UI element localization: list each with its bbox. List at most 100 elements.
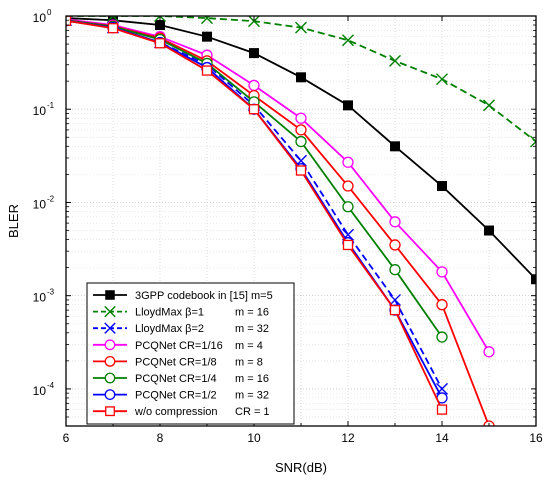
legend-item: PCQNet CR=1/8 m = 8 xyxy=(93,355,263,368)
data-point xyxy=(155,20,165,31)
legend-marker xyxy=(104,355,116,367)
legend-param: m = 4 xyxy=(235,340,263,352)
data-point xyxy=(436,299,448,311)
legend-marker xyxy=(105,290,115,300)
data-point xyxy=(295,21,307,34)
data-point xyxy=(202,31,212,42)
data-point xyxy=(295,124,307,136)
legend-item: LloydMax β=1 m = 16 xyxy=(93,305,269,319)
y-tick-exponent: -1 xyxy=(47,101,55,110)
y-tick-exponent: -2 xyxy=(47,194,55,203)
y-tick-exponent: -4 xyxy=(47,381,55,390)
data-point xyxy=(483,346,495,358)
data-point xyxy=(342,156,354,168)
data-point xyxy=(154,16,166,22)
y-tick-exponent: 0 xyxy=(47,8,52,17)
data-point xyxy=(436,404,448,415)
data-point xyxy=(295,112,307,124)
data-point xyxy=(530,135,536,148)
legend-param: m = 8 xyxy=(235,356,263,368)
data-point xyxy=(390,141,400,152)
legend-label: PCQNet CR=1/4 xyxy=(135,373,217,385)
x-tick-label: 14 xyxy=(435,431,449,445)
legend-param: CR = 1 xyxy=(235,406,270,418)
series-layer xyxy=(66,16,536,426)
y-tick-label: 10 xyxy=(33,197,47,211)
data-point xyxy=(437,181,447,192)
y-tick-label: 10 xyxy=(33,384,47,398)
legend-item: PCQNet CR=1/2 m = 32 xyxy=(93,389,269,402)
series-1 xyxy=(66,16,536,148)
y-tick-label: 10 xyxy=(33,104,47,118)
legend-marker xyxy=(104,389,116,401)
legend-marker xyxy=(104,322,116,334)
data-point xyxy=(436,266,448,278)
data-point xyxy=(248,16,260,28)
legend-box xyxy=(86,282,295,425)
data-point xyxy=(436,73,448,86)
series-line xyxy=(66,19,490,426)
data-point xyxy=(389,239,401,251)
legend-label: LloydMax β=1 xyxy=(135,307,204,319)
legend-label: PCQNet CR=1/8 xyxy=(135,356,217,368)
data-point xyxy=(389,216,401,228)
data-point xyxy=(248,79,260,92)
data-point xyxy=(389,54,401,67)
legend-param: m = 32 xyxy=(235,390,269,402)
series-line xyxy=(66,18,490,353)
y-tick-label: 10 xyxy=(33,11,47,25)
data-point xyxy=(201,65,213,76)
data-point xyxy=(343,100,353,111)
y-tick-exponent: -3 xyxy=(47,288,55,297)
legend-item: PCQNet CR=1/16 m = 4 xyxy=(93,339,263,352)
x-tick-label: 12 xyxy=(341,431,355,445)
legend-label: w/o compression xyxy=(134,406,218,418)
data-point xyxy=(342,34,354,47)
x-tick-label: 6 xyxy=(63,431,70,445)
data-point xyxy=(248,104,260,115)
legend-param: m = 16 xyxy=(235,307,269,319)
x-tick-label: 8 xyxy=(157,431,164,445)
data-point xyxy=(342,201,354,213)
data-point xyxy=(249,48,259,59)
legend-item: 3GPP codebook in [15] m=5 xyxy=(93,290,273,302)
data-point xyxy=(66,16,72,26)
legend-label: 3GPP codebook in [15] m=5 xyxy=(135,290,273,302)
x-axis-title: SNR(dB) xyxy=(275,460,327,475)
legend: 3GPP codebook in [15] m=5 LloydMax β=1 m =… xyxy=(86,282,295,425)
y-axis-title: BLER xyxy=(6,204,21,238)
data-point xyxy=(201,16,213,25)
data-point xyxy=(342,239,354,251)
series-7 xyxy=(66,16,448,415)
data-point xyxy=(107,16,119,22)
data-point xyxy=(295,165,307,176)
legend-item: PCQNet CR=1/4 m = 16 xyxy=(93,372,269,385)
legend-label: LloydMax β=2 xyxy=(135,323,204,335)
legend-label: PCQNet CR=1/16 xyxy=(135,340,223,352)
data-point xyxy=(107,23,119,34)
legend-marker xyxy=(105,406,115,417)
data-point xyxy=(484,225,494,236)
y-tick-label: 10 xyxy=(33,291,47,305)
data-point xyxy=(483,99,495,112)
x-tick-label: 16 xyxy=(529,431,543,445)
legend-item: w/o compression CR = 1 xyxy=(93,406,270,418)
x-tick-label: 10 xyxy=(247,431,261,445)
legend-param: m = 32 xyxy=(235,323,269,335)
data-point xyxy=(154,38,166,49)
legend-item: LloydMax β=2 m = 32 xyxy=(93,322,269,335)
data-point xyxy=(295,135,307,148)
data-point xyxy=(342,180,354,192)
data-point xyxy=(531,274,536,285)
legend-marker xyxy=(104,339,116,351)
data-point xyxy=(389,264,401,276)
legend-marker xyxy=(104,372,116,384)
data-point xyxy=(389,304,401,316)
legend-marker xyxy=(104,305,116,318)
data-point xyxy=(436,331,448,343)
legend-param: m = 16 xyxy=(235,373,269,385)
data-point xyxy=(296,72,306,83)
legend-label: PCQNet CR=1/2 xyxy=(135,390,217,402)
